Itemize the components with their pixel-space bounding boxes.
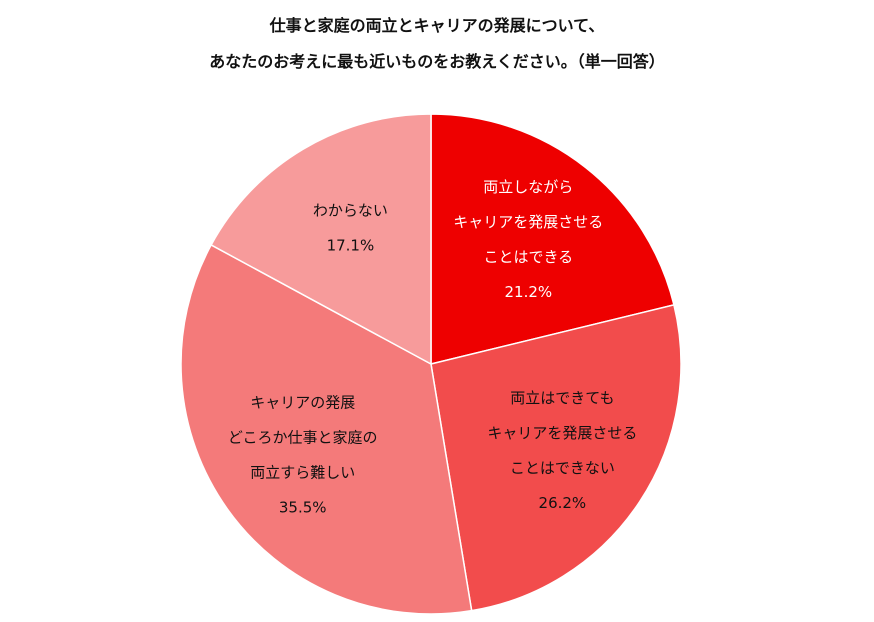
- chart-title-line-1: 仕事と家庭の両立とキャリアの発展について、: [269, 16, 605, 35]
- pie-slice-4-label-line-1: わからない: [313, 202, 388, 220]
- pie-slice-3-label-line-2: どころか仕事と家庭の: [228, 428, 378, 446]
- pie-slice-4: [210, 113, 432, 366]
- pie-slice-3-value: 35.5%: [279, 498, 327, 516]
- pie-slice-2-label-line-2: キャリアを発展させる: [487, 424, 637, 442]
- pie-slice-1-label-line-3: ことはできる: [483, 248, 573, 266]
- chart-title-line-2: あなたのお考えに最も近いものをお教えください。（単一回答）: [209, 52, 665, 71]
- pie-slice-2-label-line-1: 両立はできても: [510, 389, 614, 407]
- pie-slice-4-value: 17.1%: [327, 237, 375, 255]
- pie-slice-2: [430, 303, 682, 612]
- pie-slice-3-label-line-3: 両立すら難しい: [250, 463, 355, 481]
- pie-slice-2-value: 26.2%: [539, 494, 587, 512]
- pie-slice-1: [430, 113, 675, 365]
- chart-title: 仕事と家庭の両立とキャリアの発展について、 あなたのお考えに最も近いものをお教え…: [0, 8, 874, 80]
- pie-slice-2-label-line-3: ことはできない: [510, 459, 615, 477]
- pie-slice-1-label-line-2: キャリアを発展させる: [453, 213, 603, 231]
- pie-slice-1-label-line-1: 両立しながら: [483, 178, 573, 196]
- pie-slice-1-value: 21.2%: [504, 283, 552, 301]
- pie-slice-3-label-line-1: キャリアの発展: [250, 393, 355, 411]
- pie-slice-3: [180, 243, 473, 615]
